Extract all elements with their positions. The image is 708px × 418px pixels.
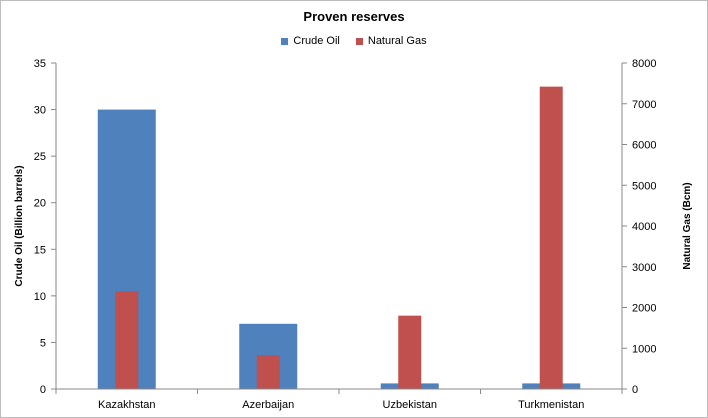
y-tick-label-right: 2000: [632, 303, 656, 315]
chart-title: Proven reserves: [303, 9, 405, 24]
natural-gas-bar: [398, 315, 422, 389]
x-tick-label: Kazakhstan: [98, 399, 155, 411]
crude-oil-bars: [97, 109, 581, 390]
y-tick-label-right: 6000: [632, 140, 656, 152]
y-tick-label-left: 5: [40, 337, 46, 349]
y-tick-label-right: 3000: [632, 262, 656, 274]
y-tick-label-right: 4000: [632, 221, 656, 233]
x-ticks: Kazakhstan Azerbaijan Uzbekistan Turkmenist…: [55, 389, 623, 411]
y-ticks-left: 0 5 10 15 20 25 30 35: [34, 58, 56, 396]
y-tick-label-left: 20: [34, 198, 46, 210]
y-axis-title-right: Natural Gas (Bcm): [682, 182, 693, 269]
y-tick-label-left: 0: [40, 384, 46, 396]
legend-item-crude-oil: Crude Oil: [281, 35, 340, 47]
natural-gas-bar: [539, 86, 563, 389]
legend-item-natural-gas: Natural Gas: [355, 35, 427, 47]
y-tick-label-left: 15: [34, 244, 46, 256]
x-tick-label: Uzbekistan: [383, 399, 437, 411]
legend: Crude Oil Natural Gas: [0, 35, 708, 47]
y-tick-label-right: 7000: [632, 99, 656, 111]
y-ticks-right: 0 1000 2000 3000 4000 5000 6000 7000 8000: [622, 58, 656, 396]
legend-swatch-natural-gas: [355, 37, 363, 45]
y-tick-label-left: 30: [34, 105, 46, 117]
legend-label-natural-gas: Natural Gas: [367, 35, 427, 47]
legend-label-crude-oil: Crude Oil: [293, 35, 340, 47]
y-tick-label-right: 1000: [632, 343, 656, 355]
natural-gas-bar: [115, 291, 139, 389]
y-tick-label-right: 8000: [632, 58, 656, 70]
x-tick-label: Azerbaijan: [242, 399, 294, 411]
y-tick-label-left: 35: [34, 58, 46, 70]
y-tick-label-left: 10: [34, 291, 46, 303]
x-tick-label: Turkmenistan: [518, 399, 584, 411]
natural-gas-bars: [115, 86, 563, 389]
legend-swatch-crude-oil: [281, 37, 289, 45]
natural-gas-bar: [256, 355, 280, 389]
y-tick-label-left: 25: [34, 151, 46, 163]
y-axis-title-left: Crude Oil (Billion barrels): [14, 165, 25, 286]
y-tick-label-right: 0: [632, 384, 638, 396]
y-tick-label-right: 5000: [632, 180, 656, 192]
